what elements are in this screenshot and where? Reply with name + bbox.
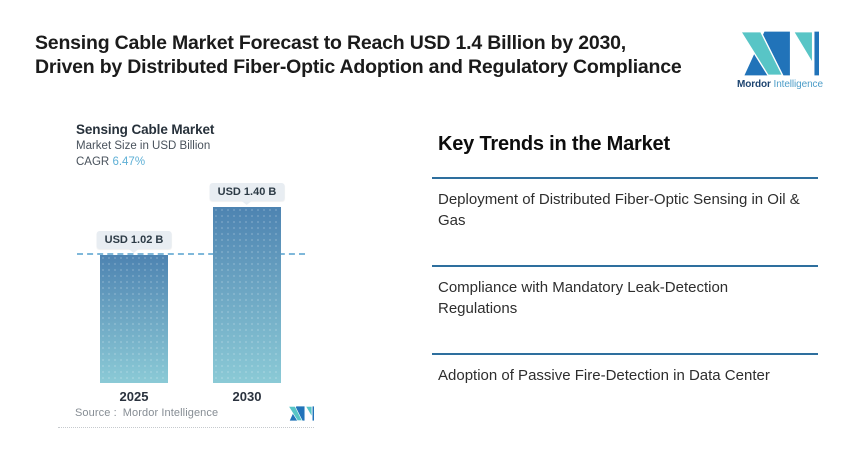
chart-title: Sensing Cable Market: [76, 122, 215, 137]
key-trends-panel: Key Trends in the Market Deployment of D…: [432, 131, 818, 386]
source-label: Source :: [75, 407, 117, 419]
trend-text-3: Adoption of Passive Fire-Detection in Da…: [438, 367, 770, 384]
trend-item-2: Compliance with Mandatory Leak-Detection…: [432, 265, 818, 353]
brand-name: Mordor Intelligence: [737, 79, 824, 90]
plot-area: USD 1.02 B 2025 USD 1.40 B 2030: [58, 115, 314, 404]
source-row: Source : Mordor Intelligence: [75, 403, 314, 423]
trend-text-2: Compliance with Mandatory Leak-Detection…: [438, 279, 729, 317]
brand-name-light: Intelligence: [770, 79, 824, 90]
trends-heading: Key Trends in the Market: [438, 133, 670, 155]
bar-group-2025: USD 1.02 B 2025: [96, 115, 172, 404]
trend-item-3: Adoption of Passive Fire-Detection in Da…: [432, 353, 818, 386]
bar-value-label-2030: USD 1.40 B: [209, 183, 285, 201]
brand-logo: Mordor Intelligence: [737, 30, 824, 90]
chart-subtitle: Market Size in USD Billion: [76, 140, 211, 152]
trend-text-1: Deployment of Distributed Fiber-Optic Se…: [438, 191, 800, 229]
trend-item-1: Deployment of Distributed Fiber-Optic Se…: [432, 177, 818, 265]
reference-dashed-line: [77, 253, 305, 255]
cagr-value: 6.47%: [112, 156, 146, 168]
market-chart-card: Sensing Cable Market Market Size in USD …: [58, 115, 314, 428]
cagr-label: CAGR: [76, 156, 110, 168]
source-text: Source : Mordor Intelligence: [75, 407, 218, 419]
bar-2030: [213, 207, 281, 383]
axis-label-2030: 2030: [232, 389, 262, 404]
brand-name-bold: Mordor: [737, 79, 771, 90]
page-title: Sensing Cable Market Forecast to Reach U…: [35, 31, 735, 79]
chart-cagr-row: CAGR 6.47%: [76, 156, 145, 168]
bar-value-text-2030: USD 1.40 B: [217, 186, 277, 198]
source-name: Mordor Intelligence: [122, 407, 219, 419]
bar-group-2030: USD 1.40 B 2030: [209, 115, 285, 404]
page-title-line1: Sensing Cable Market Forecast to Reach U…: [35, 32, 627, 54]
mini-mordor-logo-icon: [288, 405, 314, 421]
bar-value-label-2025: USD 1.02 B: [96, 231, 172, 249]
mordor-logo-icon: [739, 31, 819, 76]
page-title-line2: Driven by Distributed Fiber-Optic Adopti…: [35, 56, 682, 78]
bar-value-text-2025: USD 1.02 B: [104, 234, 164, 246]
bar-2025: [100, 255, 168, 383]
axis-label-2025: 2025: [119, 389, 149, 404]
